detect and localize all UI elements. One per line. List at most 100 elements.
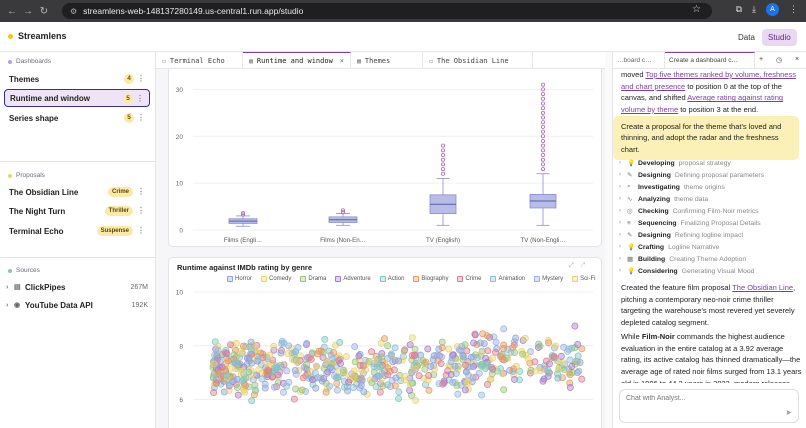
chevron-right-icon[interactable]: › (6, 283, 9, 291)
chevron-right-icon[interactable]: › (619, 184, 621, 190)
forward-icon[interactable]: → (23, 5, 33, 17)
more-icon[interactable]: ⋮ (137, 74, 145, 83)
scatter-point (468, 363, 476, 371)
step-title: Designing (638, 231, 671, 239)
reasoning-step[interactable]: › ✎ Designing Refining logline impact (619, 229, 805, 241)
scatter-point (387, 350, 395, 358)
tab-runtime-and-window[interactable]: ▦ Runtime and window × (243, 52, 351, 69)
scatter-point (322, 388, 330, 396)
reasoning-step[interactable]: › ▦ Building Creating Theme Adoption (619, 253, 805, 265)
legend-item[interactable]: Comedy (261, 276, 291, 282)
new-chat-icon[interactable]: + (759, 56, 764, 63)
legend-item[interactable]: Animation (490, 276, 525, 282)
proposal-link[interactable]: The Obsidian Line (732, 283, 794, 292)
reasoning-step[interactable]: › 💡 Crafting Logline Narrative (619, 241, 805, 253)
back-icon[interactable]: ← (7, 5, 17, 17)
legend-item[interactable]: Sci-Fi (572, 276, 595, 282)
scatter-point (285, 378, 293, 386)
scatter-point (240, 363, 248, 371)
sidebar-item-the-obsidian-line[interactable]: The Obsidian Line Crime ⋮ (9, 187, 145, 197)
reasoning-step[interactable]: › 💡 Developing proposal strategy (619, 157, 805, 169)
reasoning-step[interactable]: › ◎ Checking Confirming Film-Noir metrics (619, 205, 805, 217)
scatter-point (454, 390, 462, 398)
reasoning-step[interactable]: › ∿ Analyzing theme data (619, 193, 805, 205)
extensions-icon[interactable]: ⧉ (735, 4, 743, 14)
scatter-point (559, 359, 567, 367)
sidebar-item-the-night-turn[interactable]: The Night Turn Thriller ⋮ (9, 206, 145, 216)
legend-item[interactable]: Biography (413, 276, 448, 282)
source-clickpipes[interactable]: › ▤ ClickPipes 267M (6, 282, 148, 292)
tab-the-obsidian-line[interactable]: ▭ The Obsidian Line (423, 52, 533, 69)
chevron-right-icon[interactable]: › (619, 268, 621, 274)
history-icon[interactable]: ◷ (776, 57, 783, 64)
chevron-right-icon[interactable]: › (6, 301, 9, 309)
legend-item[interactable]: Horror (227, 276, 252, 282)
studio-nav-button[interactable]: Studio (762, 29, 797, 46)
more-icon[interactable]: ⋮ (137, 187, 145, 196)
bookmark-star-icon[interactable]: ☆ (692, 4, 701, 15)
more-icon[interactable]: ⋮ (137, 206, 145, 215)
scatter-point (223, 374, 231, 382)
chart-link[interactable]: Average rating against rating volume by … (621, 93, 784, 114)
sidebar-item-terminal-echo[interactable]: Terminal Echo Suspense ⋮ (9, 226, 145, 236)
legend-item[interactable]: Mystery (534, 276, 563, 282)
close-icon[interactable]: × (795, 56, 800, 63)
scatter-point (524, 355, 532, 363)
open-icon[interactable]: ↗ (579, 262, 591, 269)
tab-themes[interactable]: ▦ Themes (351, 52, 423, 69)
scatter-point (391, 382, 399, 390)
more-icon[interactable]: ⋮ (137, 226, 145, 235)
sidebar-item-runtime-and-window[interactable]: Runtime and window 5 ⋮ (4, 89, 150, 107)
chat-tab-active[interactable]: Create a dashboard c… (665, 52, 755, 69)
scatter-point (445, 345, 453, 353)
sidebar-item-series-shape[interactable]: Series shape 5 ⋮ (9, 113, 145, 123)
reasoning-step[interactable]: › 💡 Considering Generating Visual Mood (619, 265, 805, 277)
chat-tab-previous[interactable]: …board c… (613, 52, 665, 69)
chevron-right-icon[interactable]: › (619, 220, 621, 226)
legend-item[interactable]: Drama (300, 276, 326, 282)
site-settings-icon[interactable]: ⚙ (70, 6, 78, 16)
scatter-chart: 6 8 10 (176, 290, 593, 405)
reasoning-step[interactable]: › ✎ Designing Defining proposal parameters (619, 169, 805, 181)
legend-item[interactable]: Adventure (335, 276, 371, 282)
canvas-scrollbar[interactable] (605, 52, 612, 428)
expand-icon[interactable]: ⤢ (568, 262, 580, 269)
close-tab-icon[interactable]: × (339, 57, 344, 65)
chevron-right-icon[interactable]: › (619, 244, 621, 250)
brand[interactable]: Streamlens (8, 31, 67, 41)
legend-item[interactable]: Crime (457, 276, 481, 282)
chat-input[interactable] (626, 395, 776, 402)
scatter-point (351, 358, 359, 366)
chevron-right-icon[interactable]: › (619, 232, 621, 238)
chevron-right-icon[interactable]: › (619, 160, 621, 166)
chevron-right-icon[interactable]: › (619, 196, 621, 202)
reasoning-step[interactable]: › ⌕ Investigating theme origins (619, 181, 805, 193)
reasoning-step[interactable]: › ≡ Sequencing Finalizing Proposal Details (619, 217, 805, 229)
browser-chrome: ← → ↻ ⚙ streamlens-web-148137280149.us-c… (0, 0, 806, 22)
chevron-right-icon[interactable]: › (619, 208, 621, 214)
reload-icon[interactable]: ↻ (39, 5, 49, 17)
chevron-right-icon[interactable]: › (619, 172, 621, 178)
send-icon[interactable]: ➤ (785, 408, 792, 417)
step-title: Analyzing (638, 195, 671, 203)
legend-swatch (572, 276, 579, 282)
sources-section-header: Sources (8, 267, 40, 274)
browser-menu-icon[interactable]: ⋮ (789, 4, 798, 14)
source-youtube-data-api[interactable]: › ◉ YouTube Data API 192K (6, 300, 148, 310)
scatter-point (480, 340, 488, 347)
more-icon[interactable]: ⋮ (137, 113, 145, 122)
legend-item[interactable]: Action (379, 276, 404, 282)
scatter-point (342, 353, 350, 361)
chevron-right-icon[interactable]: › (619, 256, 621, 262)
download-icon[interactable]: ⤓ (752, 4, 756, 14)
data-nav-button[interactable]: Data (738, 33, 755, 42)
chat-input-box[interactable]: ➤ (619, 389, 799, 423)
sidebar-item-themes[interactable]: Themes 4 ⋮ (9, 74, 145, 84)
tab-terminal-echo[interactable]: ▭ Terminal Echo (156, 52, 243, 69)
scatter-point (290, 350, 298, 358)
address-bar[interactable]: ⚙ streamlens-web-148137280149.us-central… (62, 3, 712, 19)
profile-avatar[interactable]: A (766, 3, 779, 16)
more-icon[interactable]: ⋮ (136, 94, 144, 103)
step-detail: Refining logline impact (674, 231, 744, 239)
chart-link[interactable]: Top five themes ranked by volume, freshn… (621, 70, 796, 91)
